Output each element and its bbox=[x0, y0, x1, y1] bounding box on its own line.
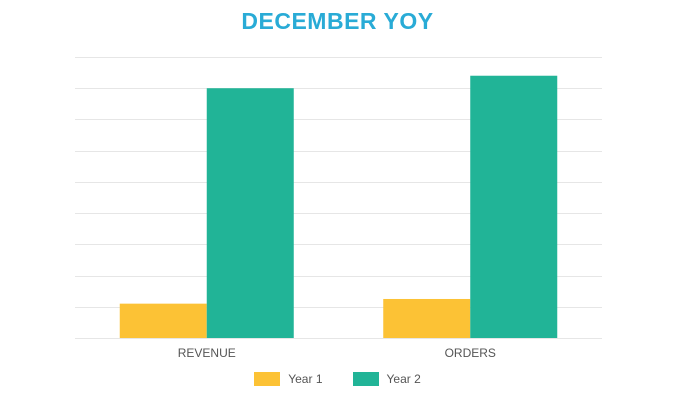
bar-orders-series-1[interactable] bbox=[383, 298, 471, 338]
legend-label-year2: Year 2 bbox=[386, 372, 421, 386]
x-axis-labels: REVENUE ORDERS bbox=[178, 346, 496, 360]
chart-title: DECEMBER YOY bbox=[241, 8, 434, 34]
legend-swatch-year1 bbox=[254, 372, 281, 386]
legend: Year 1 Year 2 bbox=[0, 372, 675, 386]
legend-swatch-year2 bbox=[352, 372, 379, 386]
x-tick-label-revenue: REVENUE bbox=[178, 346, 236, 360]
legend-item-year2[interactable]: Year 2 bbox=[352, 372, 421, 386]
legend-label-year1: Year 1 bbox=[288, 372, 323, 386]
bar-revenue-series-1[interactable] bbox=[119, 303, 207, 338]
bars bbox=[119, 75, 558, 338]
bar-revenue-series-2[interactable] bbox=[206, 88, 294, 338]
bar-orders-series-2[interactable] bbox=[470, 75, 558, 338]
legend-item-year1[interactable]: Year 1 bbox=[254, 372, 323, 386]
x-tick-label-orders: ORDERS bbox=[445, 346, 496, 360]
